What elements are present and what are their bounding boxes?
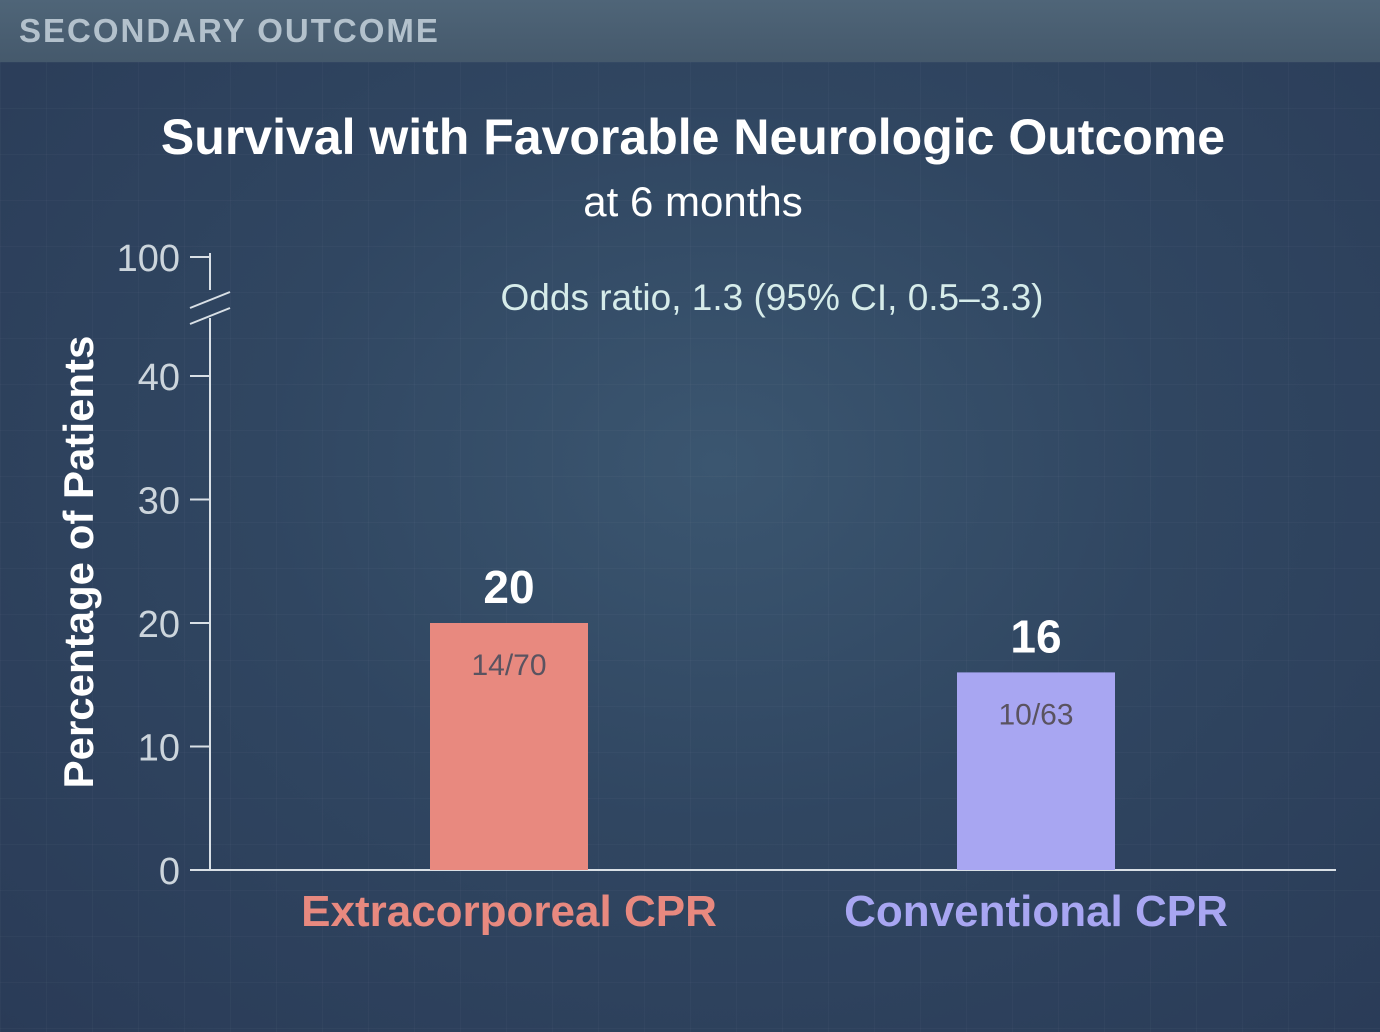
y-tick-label: 20 (138, 604, 180, 646)
y-tick-label: 0 (159, 851, 180, 893)
odds-ratio-annotation: Odds ratio, 1.3 (95% CI, 0.5–3.3) (501, 277, 1044, 318)
x-category-label: Conventional CPR (844, 887, 1228, 936)
bar-count-label: 14/70 (471, 649, 546, 682)
bar-count-label: 10/63 (998, 698, 1073, 731)
y-tick-label: 10 (138, 728, 180, 770)
y-tick-label: 30 (138, 481, 180, 523)
bar (957, 672, 1115, 870)
x-category-label: Extracorporeal CPR (301, 887, 717, 936)
y-axis-label: Percentage of Patients (55, 336, 102, 789)
axis-break-mark-upper (189, 291, 231, 309)
chart-title: Survival with Favorable Neurologic Outco… (160, 109, 1226, 165)
bar (430, 623, 588, 870)
section-label: SECONDARY OUTCOME (19, 12, 440, 49)
bar-value-label: 20 (483, 561, 534, 613)
axis-break-mark-lower (189, 307, 231, 325)
header-bar: SECONDARY OUTCOME (0, 0, 1380, 62)
bar-value-label: 16 (1010, 610, 1061, 662)
chart-subtitle: at 6 months (583, 178, 803, 225)
y-tick-label: 40 (138, 357, 180, 399)
y-tick-label: 100 (117, 238, 180, 280)
